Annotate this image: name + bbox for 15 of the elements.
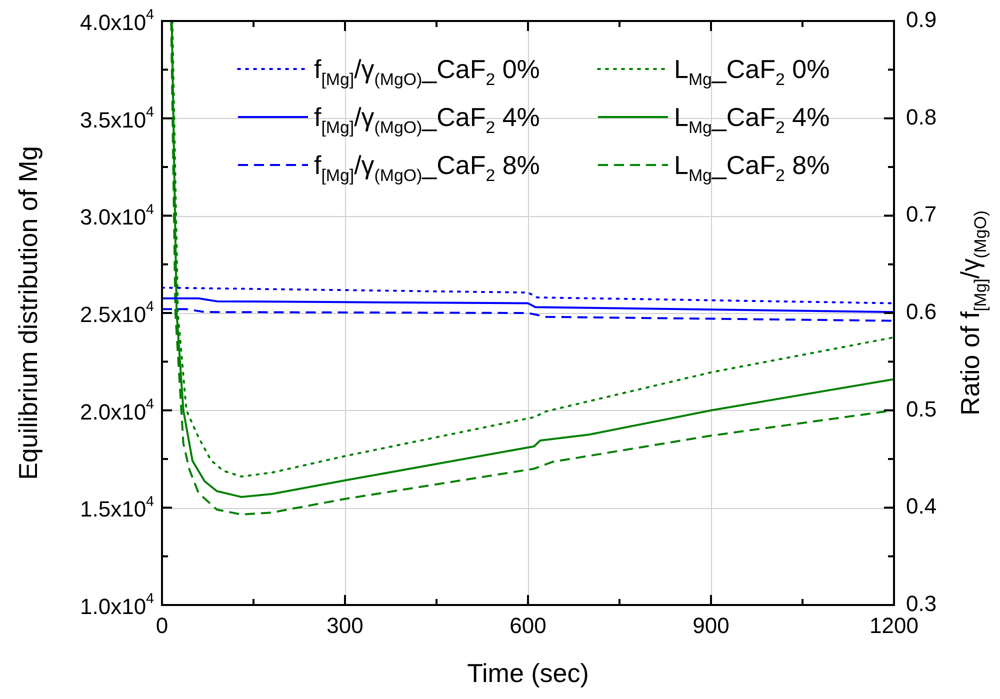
y2-tick-label: 0.9 <box>906 7 937 32</box>
x-tick-label: 300 <box>326 613 364 638</box>
x-tick-label: 0 <box>156 613 168 638</box>
line-series <box>162 308 894 322</box>
x-tick-label: 600 <box>510 613 546 638</box>
x-axis-title: Time (sec) <box>467 658 589 688</box>
y2-tick-label: 0.7 <box>906 202 937 227</box>
y2-tick-label: 0.8 <box>906 104 937 130</box>
x-tick-label: 900 <box>692 613 730 638</box>
y2-axis-title: Ratio of f[Mg]/γ(MgO) <box>955 210 990 416</box>
y-axis-title: Equilibrium distribution of Mg <box>13 146 44 480</box>
y2-tick-label: 0.5 <box>906 396 937 422</box>
y2-tick-label: 0.4 <box>906 494 937 519</box>
y2-tick-label: 0.6 <box>906 299 937 324</box>
line-series <box>162 286 894 304</box>
